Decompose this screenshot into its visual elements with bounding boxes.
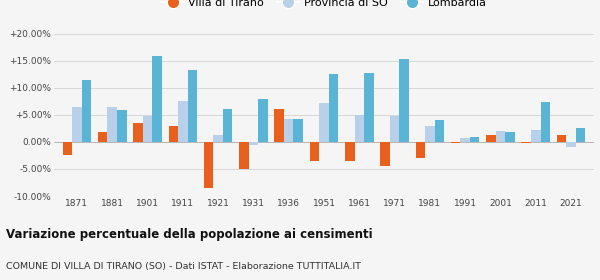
Bar	[214, 135, 223, 142]
Text: COMUNE DI VILLA DI TIRANO (SO) - Dati ISTAT - Elaborazione TUTTITALIA.IT: COMUNE DI VILLA DI TIRANO (SO) - Dati IS…	[6, 262, 361, 271]
Bar	[258, 99, 268, 142]
Bar	[531, 130, 541, 142]
Bar	[239, 142, 248, 169]
Bar	[486, 135, 496, 142]
Bar	[541, 102, 550, 142]
Bar	[188, 70, 197, 142]
Bar	[223, 109, 232, 142]
Bar	[470, 137, 479, 142]
Bar	[204, 142, 214, 188]
Bar	[496, 131, 505, 142]
Bar	[143, 116, 152, 142]
Bar	[98, 132, 107, 142]
Bar	[380, 142, 390, 166]
Bar	[416, 142, 425, 158]
Bar	[310, 142, 319, 161]
Bar	[248, 142, 258, 144]
Bar	[274, 109, 284, 142]
Bar	[460, 138, 470, 142]
Bar	[355, 115, 364, 142]
Bar	[390, 116, 400, 142]
Bar	[133, 123, 143, 142]
Bar	[293, 119, 303, 142]
Bar	[319, 103, 329, 142]
Bar	[169, 126, 178, 142]
Bar	[425, 126, 434, 142]
Bar	[566, 142, 576, 147]
Bar	[364, 73, 374, 142]
Bar	[521, 142, 531, 143]
Bar	[434, 120, 444, 142]
Bar	[329, 74, 338, 142]
Bar	[345, 142, 355, 161]
Text: Variazione percentuale della popolazione ai censimenti: Variazione percentuale della popolazione…	[6, 228, 373, 241]
Bar	[82, 80, 91, 142]
Bar	[62, 142, 72, 155]
Bar	[178, 101, 188, 142]
Bar	[576, 128, 586, 142]
Bar	[107, 107, 117, 142]
Bar	[557, 135, 566, 142]
Legend: Villa di Tirano, Provincia di SO, Lombardia: Villa di Tirano, Provincia di SO, Lombar…	[157, 0, 491, 13]
Bar	[72, 107, 82, 142]
Bar	[284, 119, 293, 142]
Bar	[117, 111, 127, 142]
Bar	[152, 56, 162, 142]
Bar	[400, 59, 409, 142]
Bar	[505, 132, 515, 142]
Bar	[451, 142, 460, 143]
